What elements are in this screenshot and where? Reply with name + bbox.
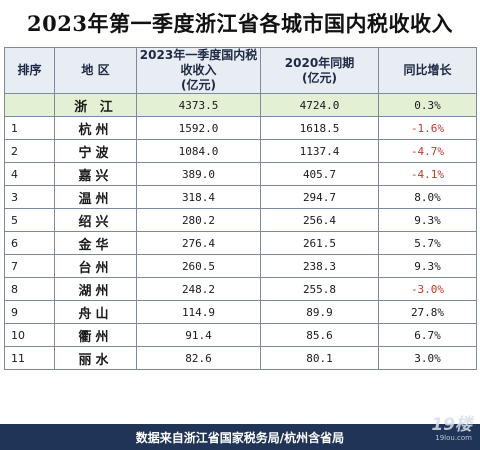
rank-cell: 1 (4, 116, 55, 140)
q1-2023-value-cell: 318.4 (136, 185, 261, 209)
y2020-value-cell: 80.1 (260, 346, 379, 370)
q1-2023-value-cell: 91.4 (136, 323, 261, 347)
table-row: 2 宁波 1084.0 1137.4 -4.7% (4, 139, 477, 163)
region-cell: 温州 (54, 185, 137, 209)
column-header-q1-2023-line1: 2023年一季度国内税收收入 (139, 48, 258, 78)
column-header-region: 地 区 (54, 47, 137, 94)
y2020-value-cell: 405.7 (260, 162, 379, 186)
q1-2023-value-cell: 248.2 (136, 277, 261, 301)
growth-cell: 8.0% (378, 185, 477, 209)
q1-2023-value-cell: 389.0 (136, 162, 261, 186)
page-title: 2023年第一季度浙江省各城市国内税收收入 (0, 0, 480, 46)
region-cell: 嘉兴 (54, 162, 137, 186)
region-cell: 绍兴 (54, 208, 137, 232)
y2020-value-cell: 256.4 (260, 208, 379, 232)
table-header-row: 排序 地 区 2023年一季度国内税收收入 (亿元) 2020年同期 (亿元) … (4, 47, 477, 94)
rank-cell: 7 (4, 254, 55, 278)
q1-2023-value-cell: 4373.5 (136, 93, 261, 117)
rank-cell: 3 (4, 185, 55, 209)
region-cell: 衢州 (54, 323, 137, 347)
rank-cell (4, 93, 55, 117)
q1-2023-value-cell: 1084.0 (136, 139, 261, 163)
y2020-value-cell: 255.8 (260, 277, 379, 301)
region-cell: 丽水 (54, 346, 137, 370)
table-row: 8 湖州 248.2 255.8 -3.0% (4, 277, 477, 301)
rank-cell: 2 (4, 139, 55, 163)
region-cell: 杭州 (54, 116, 137, 140)
column-header-2020: 2020年同期 (亿元) (260, 47, 379, 94)
growth-cell: -3.0% (378, 277, 477, 301)
y2020-value-cell: 261.5 (260, 231, 379, 255)
region-cell: 宁波 (54, 139, 137, 163)
table-row: 10 衢州 91.4 85.6 6.7% (4, 323, 477, 347)
region-cell: 舟山 (54, 300, 137, 324)
growth-cell: 9.3% (378, 254, 477, 278)
watermark-main: 19楼 (431, 415, 472, 435)
table-row: 6 金华 276.4 261.5 5.7% (4, 231, 477, 255)
table-row: 5 绍兴 280.2 256.4 9.3% (4, 208, 477, 232)
province-total-row: 浙 江 4373.5 4724.0 0.3% (4, 93, 477, 117)
region-cell: 浙 江 (54, 93, 137, 117)
table-row: 4 嘉兴 389.0 405.7 -4.1% (4, 162, 477, 186)
q1-2023-value-cell: 82.6 (136, 346, 261, 370)
rank-cell: 10 (4, 323, 55, 347)
growth-cell: 5.7% (378, 231, 477, 255)
y2020-value-cell: 1137.4 (260, 139, 379, 163)
table-row: 9 舟山 114.9 89.9 27.8% (4, 300, 477, 324)
q1-2023-value-cell: 276.4 (136, 231, 261, 255)
q1-2023-value-cell: 1592.0 (136, 116, 261, 140)
growth-cell: 27.8% (378, 300, 477, 324)
y2020-value-cell: 294.7 (260, 185, 379, 209)
column-header-2020-line1: 2020年同期 (284, 55, 355, 70)
q1-2023-value-cell: 260.5 (136, 254, 261, 278)
rank-cell: 11 (4, 346, 55, 370)
y2020-value-cell: 1618.5 (260, 116, 379, 140)
growth-cell: -4.1% (378, 162, 477, 186)
watermark-sub: 19lou.com (435, 434, 472, 442)
region-cell: 台州 (54, 254, 137, 278)
y2020-value-cell: 4724.0 (260, 93, 379, 117)
column-header-q1-2023-unit: (亿元) (181, 78, 216, 92)
column-header-rank: 排序 (4, 47, 55, 94)
source-footer: 数据来自浙江省国家税务局/杭州含省局 (0, 424, 480, 450)
table-row: 7 台州 260.5 238.3 9.3% (4, 254, 477, 278)
region-cell: 湖州 (54, 277, 137, 301)
rank-cell: 8 (4, 277, 55, 301)
tax-revenue-table: 排序 地 区 2023年一季度国内税收收入 (亿元) 2020年同期 (亿元) … (4, 47, 477, 370)
q1-2023-value-cell: 280.2 (136, 208, 261, 232)
table-row: 1 杭州 1592.0 1618.5 -1.6% (4, 116, 477, 140)
growth-cell: 6.7% (378, 323, 477, 347)
growth-cell: -4.7% (378, 139, 477, 163)
rank-cell: 4 (4, 162, 55, 186)
watermark-logo: 19楼 19lou.com (420, 416, 472, 444)
table-row: 3 温州 318.4 294.7 8.0% (4, 185, 477, 209)
y2020-value-cell: 238.3 (260, 254, 379, 278)
rank-cell: 6 (4, 231, 55, 255)
column-header-growth: 同比增长 (378, 47, 477, 94)
region-cell: 金华 (54, 231, 137, 255)
y2020-value-cell: 89.9 (260, 300, 379, 324)
q1-2023-value-cell: 114.9 (136, 300, 261, 324)
growth-cell: 9.3% (378, 208, 477, 232)
growth-cell: 0.3% (378, 93, 477, 117)
y2020-value-cell: 85.6 (260, 323, 379, 347)
growth-cell: -1.6% (378, 116, 477, 140)
column-header-q1-2023: 2023年一季度国内税收收入 (亿元) (136, 47, 261, 94)
column-header-2020-unit: (亿元) (302, 70, 337, 85)
rank-cell: 9 (4, 300, 55, 324)
growth-cell: 3.0% (378, 346, 477, 370)
rank-cell: 5 (4, 208, 55, 232)
table-row: 11 丽水 82.6 80.1 3.0% (4, 346, 477, 370)
